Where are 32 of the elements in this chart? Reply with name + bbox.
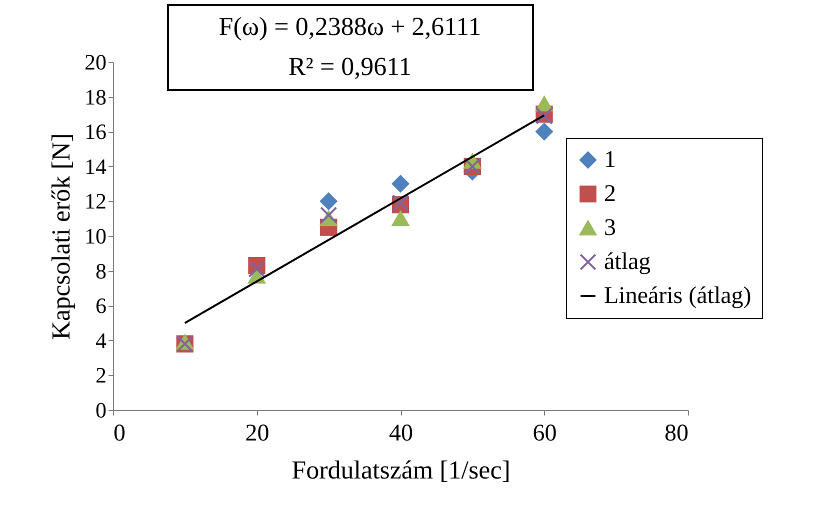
- annotation: R² = 0,9611: [288, 52, 412, 81]
- legend-label: átlag: [604, 249, 651, 275]
- legend-label: 3: [604, 215, 616, 241]
- y-tick-label: 0: [96, 398, 106, 422]
- y-axis-title: Kapcsolati erők [N]: [46, 133, 76, 340]
- text: F(ω) = 0,2388ω + 2,6111: [218, 12, 482, 41]
- x-tick-label: 40: [389, 420, 413, 446]
- point: [320, 206, 338, 224]
- y-tick-label: 18: [84, 84, 106, 110]
- point: [536, 123, 553, 140]
- x-tick-label: 20: [245, 420, 270, 446]
- y-tick-label: 20: [84, 50, 106, 74]
- y-tick-label: 6: [96, 293, 106, 318]
- y-tick-label: 4: [96, 328, 106, 353]
- y-tick-label: 12: [84, 188, 106, 214]
- x-axis-title: Fordulatszám [1/sec]: [292, 456, 510, 484]
- y-tick-label: 10: [84, 224, 106, 248]
- y-tick-label: 8: [96, 258, 106, 284]
- x-tick-label: 80: [664, 420, 688, 446]
- x-tick-label: 0: [114, 420, 126, 446]
- point: [320, 192, 338, 210]
- legend-label: Lineáris (átlag): [604, 283, 752, 309]
- x-tick-label: 60: [532, 420, 557, 446]
- point: [536, 96, 553, 112]
- y-tick-label: 14: [84, 154, 106, 179]
- point: [392, 175, 410, 192]
- point: [392, 211, 410, 226]
- legend-label: 2: [604, 181, 616, 207]
- point: [248, 260, 266, 278]
- legend-label: 1: [604, 147, 616, 173]
- y-tick-label: 2: [96, 362, 106, 388]
- y-tick-label: 16: [84, 119, 106, 144]
